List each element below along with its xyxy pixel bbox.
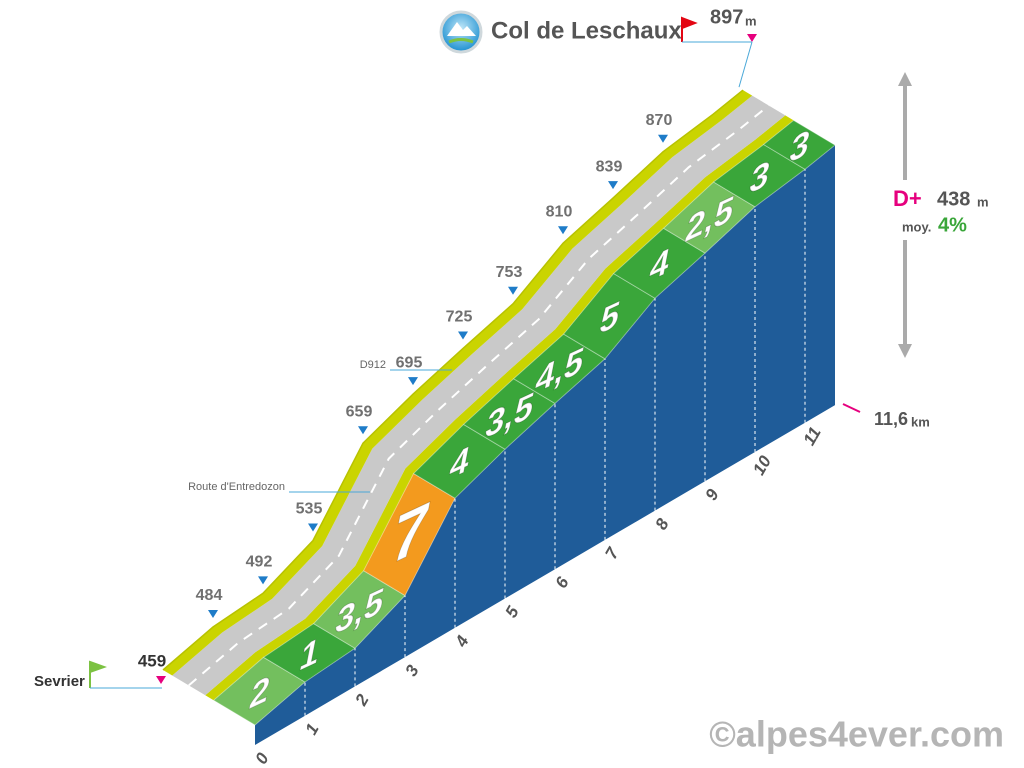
- altitude-label: 659: [346, 403, 373, 420]
- altitude-marker: [508, 286, 518, 295]
- altitude-label: 870: [646, 112, 673, 129]
- x-tick-label: 9: [702, 485, 723, 503]
- x-tick-label: 6: [552, 573, 573, 591]
- altitude-marker: [458, 331, 468, 340]
- altitude-marker: [408, 377, 418, 386]
- altitude-marker: [608, 181, 618, 190]
- altitude-label: 492: [246, 554, 273, 571]
- average-label: moy.: [902, 219, 931, 234]
- distance-marker: [842, 403, 861, 413]
- gain-value: 438: [937, 188, 970, 210]
- x-tick-label: 11: [799, 424, 824, 449]
- altitude-label: 810: [546, 203, 573, 220]
- x-tick-label: 8: [652, 515, 673, 533]
- road-label: D912: [360, 359, 386, 371]
- road-centre: [188, 104, 770, 687]
- distance-unit: km: [911, 414, 930, 429]
- x-tick-label: 4: [451, 632, 473, 651]
- altitude-label: 839: [596, 158, 623, 175]
- x-tick-label: 3: [402, 661, 423, 679]
- x-tick-label: 7: [602, 543, 624, 562]
- panel-bg: [888, 180, 998, 240]
- altitude-marker: [658, 134, 668, 143]
- layer-profile: 213,5743,54,5542,53348449253565969572575…: [162, 89, 836, 767]
- x-tick-label: 1: [302, 720, 323, 738]
- x-tick-label: 10: [749, 452, 775, 478]
- altitude-label: 753: [496, 264, 523, 281]
- summit-marker: [747, 34, 757, 42]
- road-label: Route d'Entredozon: [188, 481, 285, 493]
- altitude-marker: [558, 226, 568, 235]
- chart-title: Col de Leschaux: [491, 17, 682, 44]
- gain-unit: m: [977, 194, 989, 209]
- footer: ©alpes4ever.com: [709, 714, 1004, 755]
- x-tick-label: 2: [351, 691, 373, 710]
- side-face: [255, 145, 835, 746]
- altitude-marker: [358, 426, 368, 435]
- road: [172, 95, 786, 696]
- gain-label: D+: [893, 186, 922, 211]
- summit-flag: [681, 16, 698, 42]
- x-tick-label: 5: [502, 603, 523, 621]
- start-flag: [89, 660, 107, 688]
- altitude-marker: [258, 576, 268, 585]
- summit-leader: [738, 41, 753, 88]
- icon-mountain: [447, 22, 476, 36]
- x-tick-label: 0: [252, 749, 273, 767]
- start-altitude: 459: [138, 651, 166, 670]
- start-marker: [156, 676, 166, 684]
- altitude-label: 535: [296, 501, 323, 518]
- gradient-segment: [762, 119, 836, 170]
- average-value: 4%: [938, 214, 967, 236]
- icon-road: [448, 38, 474, 44]
- distance-value: 11,6: [874, 409, 908, 429]
- start-name: Sevrier: [34, 673, 85, 690]
- altitude-label: 484: [196, 587, 223, 604]
- altitude-label: 725: [446, 309, 473, 326]
- altitude-marker: [308, 523, 318, 532]
- profile-line: [162, 89, 744, 671]
- summit-unit: m: [745, 13, 757, 28]
- summit-altitude: 897: [710, 6, 743, 28]
- altitude-marker: [208, 610, 218, 619]
- altitude-label: 695: [396, 354, 423, 371]
